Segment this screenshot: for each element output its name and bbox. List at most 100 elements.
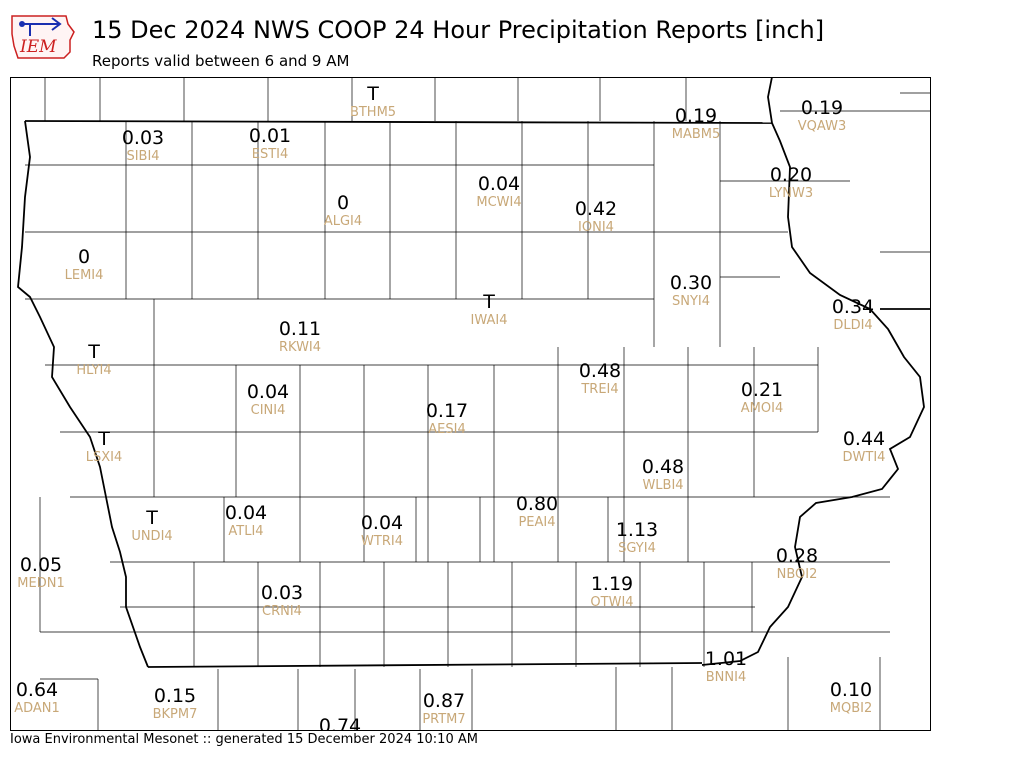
station-id: NBOI2 (777, 567, 818, 582)
precip-value: 0.15 (154, 685, 196, 707)
precip-value: 0.04 (225, 502, 267, 524)
station-id: WTRI4 (361, 534, 403, 549)
station-id: SGYI4 (618, 541, 656, 556)
station-id: WLBI4 (642, 478, 683, 493)
precip-value: 0.04 (478, 173, 520, 195)
station-id: TREI4 (580, 382, 618, 397)
station-id: LSXI4 (86, 450, 123, 465)
precip-value: 0.30 (670, 272, 712, 294)
station-id: CINI4 (251, 403, 286, 418)
station-id: UNDI4 (131, 529, 172, 544)
page-subtitle: Reports valid between 6 and 9 AM (92, 52, 350, 70)
county-lines (25, 77, 931, 731)
station-id: MQBI2 (830, 701, 872, 716)
precip-value: 0.03 (122, 127, 164, 149)
precip-value: 0.74 (319, 715, 361, 731)
precip-value: T (482, 291, 495, 313)
precip-value: T (366, 83, 379, 105)
precip-value: 0 (78, 246, 90, 268)
station-id: ADAN1 (14, 701, 60, 716)
precip-value: 0.48 (579, 360, 621, 382)
precip-value: 0.87 (423, 690, 465, 712)
precip-value: 0.19 (675, 105, 717, 127)
station-id: VQAW3 (798, 119, 846, 134)
precip-value: 0.34 (832, 296, 874, 318)
precip-value: 0.42 (575, 198, 617, 220)
precip-value: 0.11 (279, 318, 321, 340)
precip-value: 1.13 (616, 519, 658, 541)
station-id: PEAI4 (518, 515, 555, 530)
station-id: MEDN1 (17, 576, 64, 591)
station-id: ATLI4 (228, 524, 263, 539)
station-id: RKWI4 (279, 340, 321, 355)
station-id: AESI4 (428, 422, 465, 437)
station-id: BNNI4 (706, 670, 746, 685)
logo-text: IEM (19, 37, 57, 57)
precip-value: T (97, 428, 110, 450)
station-id: PRTM7 (422, 712, 465, 727)
precip-value: T (145, 507, 158, 529)
station-id: LYNW3 (769, 186, 813, 201)
precip-value: 0.64 (16, 679, 58, 701)
precip-value: 0.17 (426, 400, 468, 422)
precip-value: 0.01 (249, 125, 291, 147)
state-borders (17, 77, 931, 668)
precip-value: 0.19 (801, 97, 843, 119)
precip-value: 1.19 (591, 573, 633, 595)
station-id: SIBI4 (126, 149, 159, 164)
station-id: DLDI4 (833, 318, 872, 333)
station-id: HLYI4 (76, 363, 111, 378)
precip-value: 0.20 (770, 164, 812, 186)
station-id: CRNI4 (262, 604, 302, 619)
precip-value: 1.01 (705, 648, 747, 670)
station-id: ESTI4 (252, 147, 289, 162)
station-id: MABM5 (672, 127, 721, 142)
station-id: BKPM7 (153, 707, 198, 722)
precip-value: 0.80 (516, 493, 558, 515)
precip-value: 0 (337, 192, 349, 214)
precip-value: 0.28 (776, 545, 818, 567)
precip-value: 0.03 (261, 582, 303, 604)
precip-value: 0.04 (361, 512, 403, 534)
station-id: AMOI4 (741, 401, 783, 416)
station-id: ALGI4 (324, 214, 362, 229)
precip-value: 0.21 (741, 379, 783, 401)
precip-value: 0.04 (247, 381, 289, 403)
footer-credit: Iowa Environmental Mesonet :: generated … (10, 732, 478, 747)
station-id: LEMI4 (65, 268, 104, 283)
station-id: IWAI4 (471, 313, 508, 328)
precip-value: T (87, 341, 100, 363)
station-id: OTWI4 (590, 595, 633, 610)
station-id: BTHM5 (350, 105, 396, 120)
